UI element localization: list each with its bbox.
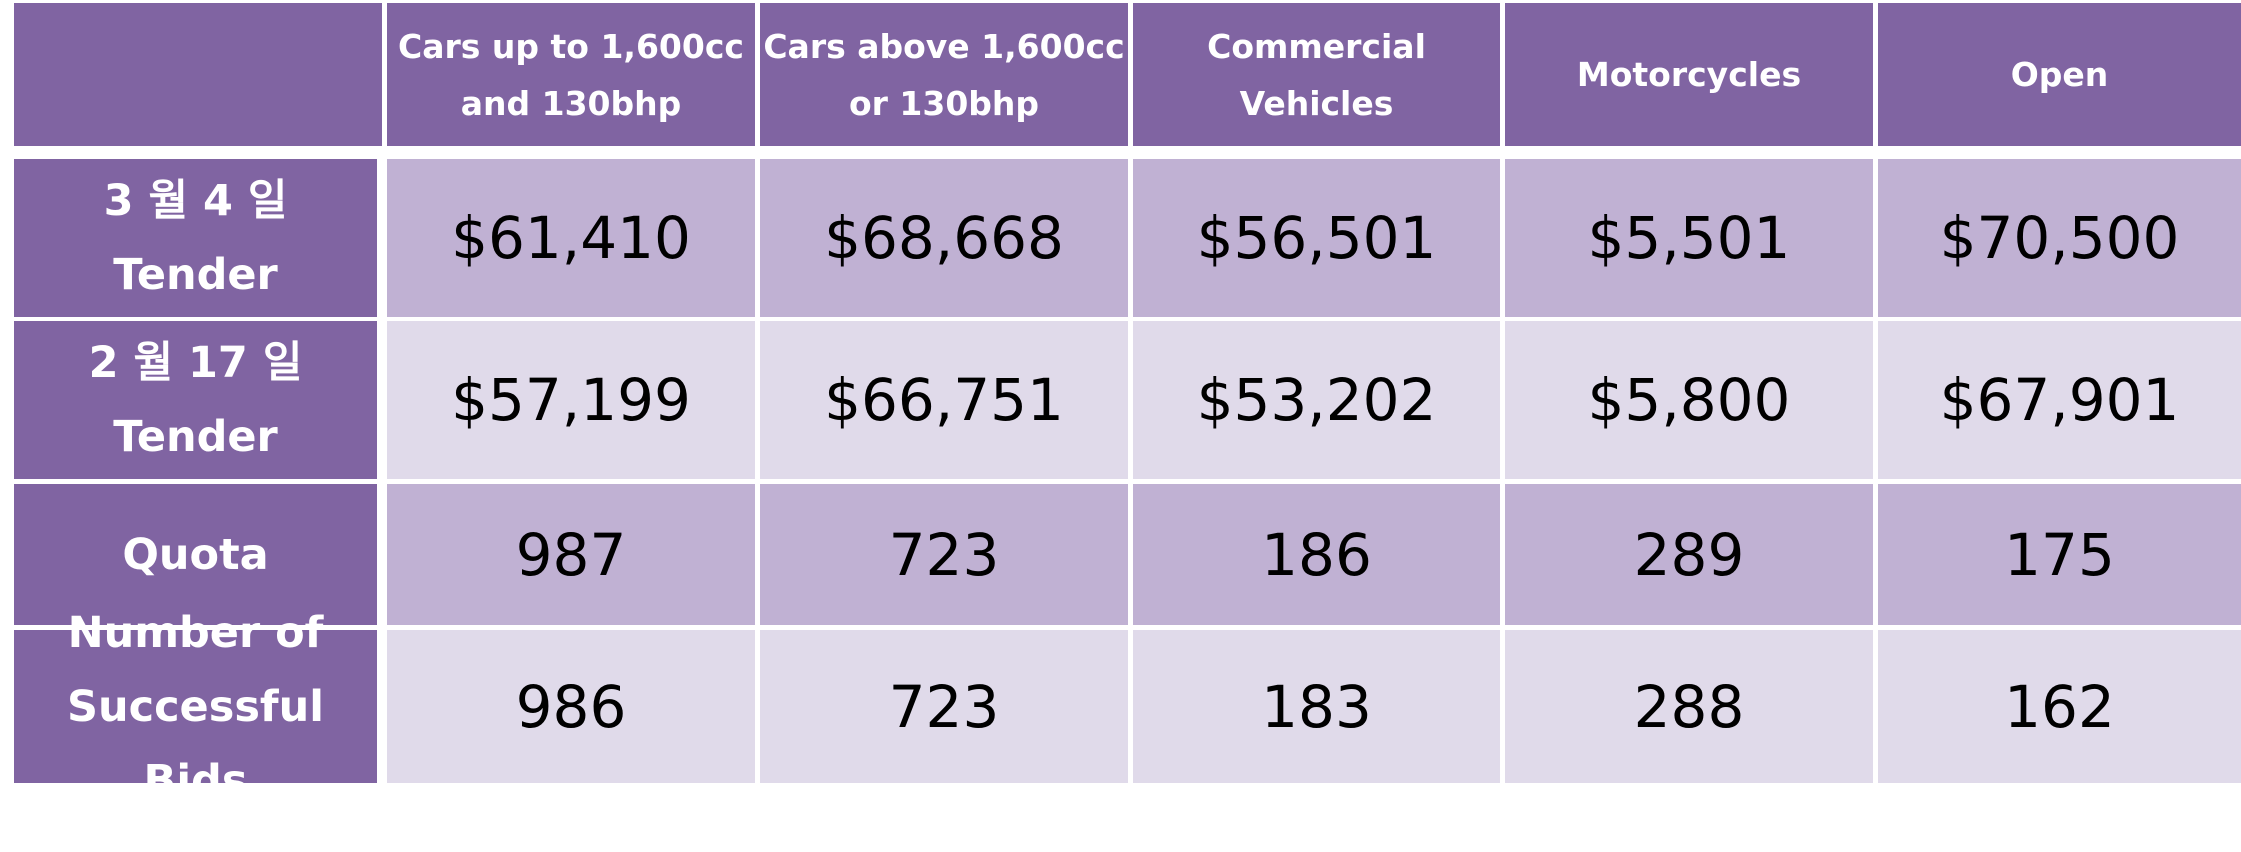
cell-value: $70,500 <box>1939 204 2180 272</box>
table-cell: 987 <box>387 484 755 625</box>
column-header-large-cars: Cars above 1,600cc or 130bhp <box>760 3 1128 146</box>
cell-value: 723 <box>888 672 1000 741</box>
cell-value: $5,501 <box>1587 204 1791 272</box>
cell-value: $5,800 <box>1587 366 1791 434</box>
table-cell: $53,202 <box>1133 321 1500 479</box>
column-header-label: Open <box>2010 55 2109 94</box>
table-cell: $66,751 <box>760 321 1128 479</box>
table-cell: $56,501 <box>1133 159 1500 317</box>
row-header-quota: Quota <box>14 484 377 625</box>
table-cell: $61,410 <box>387 159 755 317</box>
cell-value: $56,501 <box>1196 204 1437 272</box>
row-header-label: 3 월 4 일 Tender <box>103 176 288 300</box>
table-cell: 986 <box>387 630 755 783</box>
cell-value: 186 <box>1261 520 1372 589</box>
cell-value: $68,668 <box>824 204 1064 272</box>
column-header-label: Cars above 1,600cc or 130bhp <box>763 26 1125 123</box>
column-header-small-cars: Cars up to 1,600cc and 130bhp <box>387 3 755 146</box>
column-header-label: Cars up to 1,600cc and 130bhp <box>398 26 744 123</box>
table-cell: 186 <box>1133 484 1500 625</box>
table-cell: $67,901 <box>1878 321 2241 479</box>
row-header-label: Quota <box>122 529 269 580</box>
table-cell: 183 <box>1133 630 1500 783</box>
row-header-march-tender: 3 월 4 일 Tender <box>14 159 377 317</box>
column-header-open: Open <box>1878 3 2241 146</box>
cell-value: $66,751 <box>824 366 1064 434</box>
row-header-successful-bids: Number of Successful Bids <box>14 608 377 806</box>
column-header-label: Motorcycles <box>1576 55 1802 94</box>
cell-value: $67,901 <box>1939 366 2180 434</box>
column-header-label: Commercial Vehicles <box>1207 26 1426 123</box>
table-cell: $70,500 <box>1878 159 2241 317</box>
row-header-february-tender: 2 월 17 일 Tender <box>14 321 377 479</box>
cell-value: 987 <box>515 520 627 589</box>
table-cell: 723 <box>760 484 1128 625</box>
table-cell: $57,199 <box>387 321 755 479</box>
cell-value: 175 <box>2004 520 2115 589</box>
table-cell: 175 <box>1878 484 2241 625</box>
cell-value: 986 <box>515 672 627 741</box>
cell-value: $57,199 <box>451 366 691 434</box>
row-header-label: Number of Successful Bids <box>67 607 324 806</box>
column-header-commercial-vehicles: Commercial Vehicles <box>1133 3 1500 146</box>
table-cell: $5,800 <box>1505 321 1873 479</box>
table-cell: 162 <box>1878 630 2241 783</box>
cell-value: 183 <box>1261 672 1372 741</box>
coe-results-table: Cars up to 1,600cc and 130bhp Cars above… <box>14 3 2241 806</box>
table-cell: $68,668 <box>760 159 1128 317</box>
column-header-motorcycles: Motorcycles <box>1505 3 1873 146</box>
row-header-label: 2 월 17 일 Tender <box>88 338 303 462</box>
cell-value: 162 <box>2004 672 2115 741</box>
cell-value: $61,410 <box>451 204 691 272</box>
table-cell: 723 <box>760 630 1128 783</box>
cell-value: 723 <box>888 520 1000 589</box>
cell-value: 289 <box>1633 520 1745 589</box>
cell-value: 288 <box>1633 672 1745 741</box>
table-cell: $5,501 <box>1505 159 1873 317</box>
table-cell: 289 <box>1505 484 1873 625</box>
table-cell: 288 <box>1505 630 1873 783</box>
header-corner-cell <box>14 3 382 146</box>
cell-value: $53,202 <box>1196 366 1437 434</box>
